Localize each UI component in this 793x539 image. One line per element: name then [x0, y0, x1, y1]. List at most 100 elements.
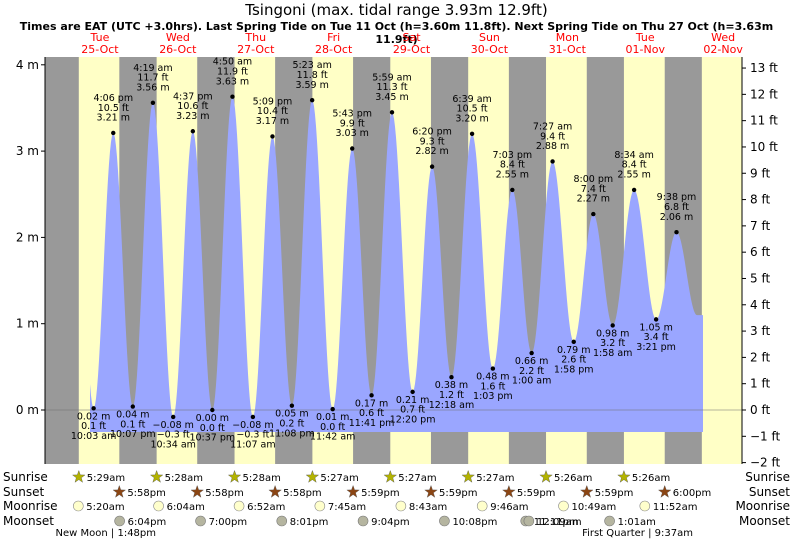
left-tick-label: 1 m [16, 317, 39, 331]
tide-label: 2.55 m [496, 170, 529, 181]
tide-point [631, 187, 637, 193]
tide-label: 4:37 pm [173, 91, 213, 102]
tide-label: 3.20 m [455, 113, 488, 124]
tide-label: 2.06 m [660, 212, 693, 223]
row-label-moonrise: Moonrise [735, 499, 790, 513]
right-tick-label: −2 ft [750, 456, 781, 470]
moonset-icon [604, 515, 615, 527]
tide-label: 2.55 m [617, 170, 650, 181]
moonrise-icon [233, 500, 245, 512]
date-label: 26-Oct [159, 43, 197, 56]
tide-label: 10:03 am [71, 431, 116, 442]
tide-label: 11.9 ft [217, 67, 248, 78]
moonrise-icon [73, 500, 84, 512]
row-label-sunrise: Sunrise [745, 470, 790, 484]
sunrise-icon [149, 469, 164, 483]
sunset-time: 5:58pm [283, 488, 322, 499]
tide-label: 4:50 am [213, 57, 252, 68]
tide-label: −0.3 ft [236, 430, 269, 441]
day-of-week-label: Thu [244, 31, 266, 44]
tide-point [250, 414, 256, 420]
tide-label: 0.38 m [435, 380, 468, 391]
tide-point [130, 404, 135, 409]
moonset-time: 9:04pm [371, 517, 410, 528]
tide-point [510, 187, 515, 193]
tide-label: 0.7 ft [400, 405, 425, 416]
tide-label: −0.3 ft [157, 430, 190, 441]
tide-label: 9.9 ft [340, 118, 365, 129]
moonset-icon [114, 515, 125, 527]
tide-point [591, 211, 596, 217]
tide-label: 12:20 pm [390, 414, 436, 425]
sunset-icon [580, 484, 594, 498]
sunset-icon [424, 484, 438, 498]
moonset-icon [523, 515, 535, 527]
sunset-time: 5:59pm [361, 488, 400, 499]
sunrise-icon [72, 469, 86, 483]
sunrise-time: 5:26am [554, 473, 592, 484]
sunset-time: 5:58pm [127, 488, 166, 499]
day-of-week-label: Wed [166, 31, 190, 44]
day-band [701, 57, 742, 464]
moonset-time: 6:04pm [128, 517, 167, 528]
tide-point [429, 164, 435, 169]
tide-label: 3.17 m [256, 116, 289, 127]
row-label-moonset: Moonset [3, 514, 54, 528]
tide-label: 5:59 am [372, 72, 411, 83]
moon-phase-label: First Quarter | 9:37am [582, 528, 693, 539]
tide-label: 11:41 pm [349, 418, 395, 429]
tide-label: 3.4 ft [644, 332, 669, 343]
sunset-icon [657, 484, 672, 498]
day-of-week-label: Tue [635, 31, 655, 44]
tide-label: 1.05 m [639, 322, 672, 333]
tide-label: 3.59 m [295, 80, 328, 91]
tide-label: 4:06 pm [93, 93, 133, 104]
moon-phase-label: New Moon | 1:48pm [56, 528, 156, 539]
tide-label: 0.01 m [316, 412, 349, 423]
right-tick-label: 3 ft [750, 324, 770, 338]
tide-point [330, 406, 335, 412]
tide-label: 2.27 m [577, 194, 610, 205]
tide-point [171, 414, 176, 420]
tide-point [550, 159, 555, 164]
tide-label: 1:00 am [512, 376, 551, 387]
right-tick-label: 6 ft [750, 245, 770, 259]
moonset-time: 11:11pm [534, 517, 579, 528]
tide-label: 0.02 m [77, 411, 110, 422]
tide-label: 1:58 pm [554, 364, 594, 375]
tide-point [490, 366, 496, 371]
tide-label: 10:07 pm [110, 429, 156, 440]
tide-point [674, 230, 679, 235]
date-label: 30-Oct [471, 43, 509, 56]
sunset-icon [502, 484, 516, 498]
tide-label: 2.2 ft [519, 366, 544, 377]
tide-label: 0.0 ft [320, 422, 345, 433]
tide-point [309, 97, 315, 103]
moonrise-time: 9:46am [490, 502, 528, 513]
day-of-week-label: Sat [403, 31, 422, 44]
tide-point [91, 406, 96, 411]
tide-label: 4:19 am [133, 63, 172, 74]
moonset-time: 8:01pm [290, 517, 329, 528]
right-tick-label: 8 ft [750, 193, 770, 207]
moonrise-time: 11:52am [653, 502, 698, 513]
moonrise-icon [395, 500, 407, 512]
moonset-time: 1:01am [618, 517, 656, 528]
tide-label: 1.2 ft [439, 390, 464, 401]
tide-label: 0.05 m [275, 409, 308, 420]
moonrise-time: 6:04am [167, 502, 205, 513]
tide-label: 7:03 pm [493, 150, 533, 161]
tide-label: 0.17 m [355, 398, 388, 409]
left-tick-label: 4 m [16, 58, 39, 72]
tide-point [289, 403, 295, 408]
moonrise-icon [153, 500, 164, 512]
tide-label: −0.08 m [153, 420, 194, 431]
day-of-week-label: Mon [556, 31, 579, 44]
date-label: 28-Oct [315, 43, 353, 56]
row-label-moonset: Moonset [739, 514, 790, 528]
tide-point [111, 130, 116, 136]
tide-label: 7:27 am [533, 121, 572, 132]
row-label-sunset: Sunset [749, 485, 790, 499]
sunrise-icon [617, 469, 631, 483]
